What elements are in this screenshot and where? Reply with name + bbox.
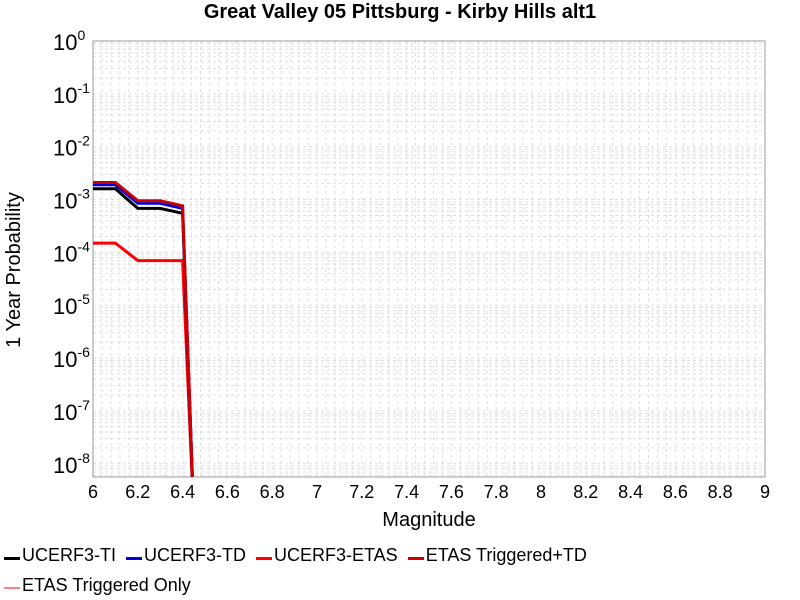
y-tick-label: 10-4: [53, 238, 90, 266]
legend-label-etas-triggered-only: ETAS Triggered Only: [22, 574, 191, 595]
y-ticks: 100 10-1 10-2 10-3 10-4 10-5 10-6 10-7 10-8: [53, 27, 90, 478]
series-line-etas-triggered-td: [93, 181, 194, 477]
legend-swatch-etas-triggered-only: [4, 587, 20, 589]
x-tick-label: 7.4: [394, 482, 419, 502]
legend: UCERF3-TI UCERF3-TD UCERF3-ETAS ETAS Tri…: [0, 540, 800, 600]
legend-row-1: UCERF3-TI UCERF3-TD UCERF3-ETAS ETAS Tri…: [0, 540, 800, 570]
x-tick-label: 7.6: [439, 482, 464, 502]
x-tick-label: 8.8: [708, 482, 733, 502]
series-layer: [93, 181, 194, 477]
legend-item-ucerf3-etas: UCERF3-ETAS: [252, 545, 398, 566]
x-tick-label: 8: [536, 482, 546, 502]
x-tick-label: 8.4: [618, 482, 643, 502]
legend-row-2: ETAS Triggered Only: [0, 570, 800, 600]
x-tick-label: 6: [88, 482, 98, 502]
x-tick-label: 7.8: [484, 482, 509, 502]
y-tick-label: 10-2: [53, 133, 90, 161]
legend-label-etas-triggered-td: ETAS Triggered+TD: [425, 544, 587, 565]
x-tick-label: 7.2: [349, 482, 374, 502]
legend-item-ucerf3-ti: UCERF3-TI: [0, 545, 116, 566]
y-tick-label: 10-6: [53, 344, 90, 372]
legend-item-etas-triggered-td: ETAS Triggered+TD: [404, 545, 587, 566]
legend-label-ucerf3-etas: UCERF3-ETAS: [274, 544, 398, 565]
y-tick-label: 100: [53, 27, 85, 55]
y-tick-label: 10-3: [53, 186, 90, 214]
x-tick-label: 6.6: [215, 482, 240, 502]
y-tick-label: 10-1: [53, 80, 90, 108]
legend-swatch-ucerf3-etas: [256, 556, 272, 560]
x-tick-label: 6.4: [170, 482, 195, 502]
legend-swatch-ucerf3-td: [126, 556, 142, 560]
x-tick-label: 9: [760, 482, 770, 502]
series-line-ucerf3-td: [93, 183, 194, 477]
y-tick-label: 10-8: [53, 450, 90, 478]
x-tick-label: 8.6: [663, 482, 688, 502]
x-tick-label: 6.8: [260, 482, 285, 502]
plot-area: [92, 40, 766, 478]
legend-item-etas-triggered-only: ETAS Triggered Only: [0, 575, 191, 596]
x-tick-label: 8.2: [573, 482, 598, 502]
legend-swatch-etas-triggered-td: [407, 556, 424, 560]
chart-title: Great Valley 05 Pittsburg - Kirby Hills …: [204, 1, 596, 23]
legend-swatch-ucerf3-ti: [4, 556, 20, 560]
legend-item-ucerf3-td: UCERF3-TD: [122, 545, 246, 566]
series-line-ucerf3-ti: [93, 187, 194, 477]
y-tick-label: 10-7: [53, 397, 90, 425]
x-tick-label: 6.2: [125, 482, 150, 502]
y-tick-label: 10-5: [53, 291, 90, 319]
x-tick-label: 7: [312, 482, 322, 502]
chart: Great Valley 05 Pittsburg - Kirby Hills …: [3, 1, 770, 531]
grid: [93, 41, 765, 477]
x-axis-label: Magnitude: [382, 509, 475, 531]
legend-label-ucerf3-td: UCERF3-TD: [144, 544, 246, 565]
y-axis-label: 1 Year Probability: [3, 192, 25, 348]
x-ticks: 6 6.2 6.4 6.6 6.8 7 7.2 7.4 7.6 7.8 8 8.2 8.4 8.6 8.8 9: [88, 482, 770, 502]
legend-label-ucerf3-ti: UCERF3-TI: [22, 544, 116, 565]
